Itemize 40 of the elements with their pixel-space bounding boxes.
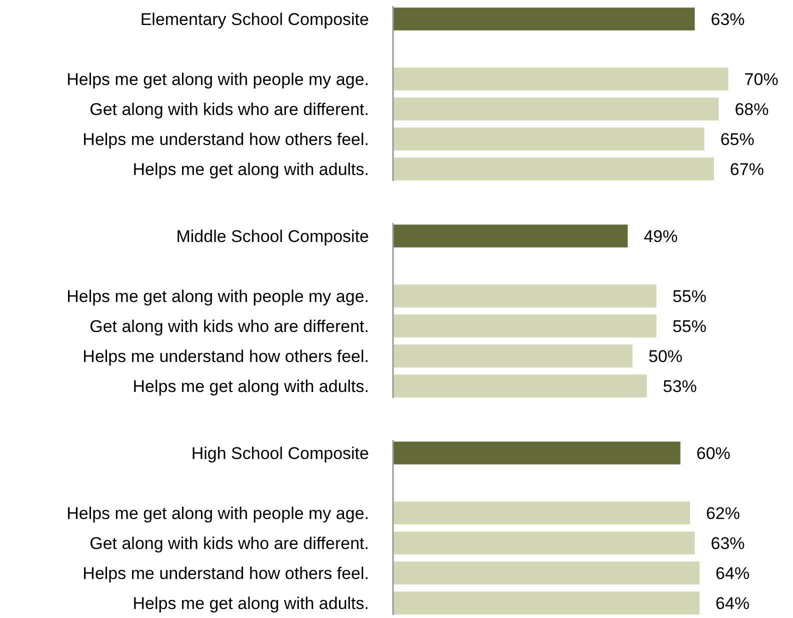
bar	[393, 98, 719, 120]
data-label: 68%	[734, 100, 769, 119]
y-tick-label: Get along with kids who are different.	[90, 316, 369, 336]
y-tick-label: High School Composite	[191, 444, 369, 463]
bar	[393, 314, 656, 338]
y-tick-label: Helps me get along with adults.	[132, 594, 369, 613]
data-label: 55%	[672, 286, 706, 306]
data-label: 53%	[662, 376, 697, 396]
data-label: 55%	[672, 316, 706, 336]
bar	[393, 128, 704, 150]
data-label: 63%	[710, 10, 745, 29]
bar	[393, 68, 728, 90]
data-label: 49%	[644, 226, 678, 246]
y-tick-label: Helps me understand how others feel.	[82, 564, 369, 583]
data-label: 65%	[720, 130, 754, 149]
data-label: 67%	[730, 160, 764, 179]
y-tick-label: Helps me understand how others feel.	[82, 130, 369, 149]
data-label: 63%	[710, 534, 745, 553]
y-tick-label: Get along with kids who are different.	[90, 100, 369, 119]
data-label: 64%	[716, 594, 750, 613]
y-tick-label: Middle School Composite	[176, 226, 369, 246]
bar	[393, 8, 695, 30]
bar	[393, 374, 647, 398]
bar	[393, 224, 628, 248]
bar	[393, 344, 632, 368]
data-label: 50%	[648, 346, 683, 366]
y-tick-label: Get along with kids who are different.	[90, 534, 369, 553]
data-label: 70%	[744, 70, 778, 89]
y-tick-label: Helps me get along with people my age.	[66, 70, 369, 89]
y-tick-label: Helps me get along with adults.	[132, 160, 369, 179]
y-tick-label: Helps me understand how others feel.	[82, 346, 369, 366]
y-tick-label: Elementary School Composite	[140, 10, 369, 29]
y-tick-label: Helps me get along with adults.	[132, 376, 369, 396]
y-tick-label: Helps me get along with people my age.	[66, 504, 369, 523]
data-label: 64%	[716, 564, 750, 583]
bar	[393, 158, 714, 180]
data-label: 62%	[706, 504, 740, 523]
bar	[393, 284, 656, 308]
y-tick-label: Helps me get along with people my age.	[66, 286, 369, 306]
data-label: 60%	[696, 444, 730, 463]
